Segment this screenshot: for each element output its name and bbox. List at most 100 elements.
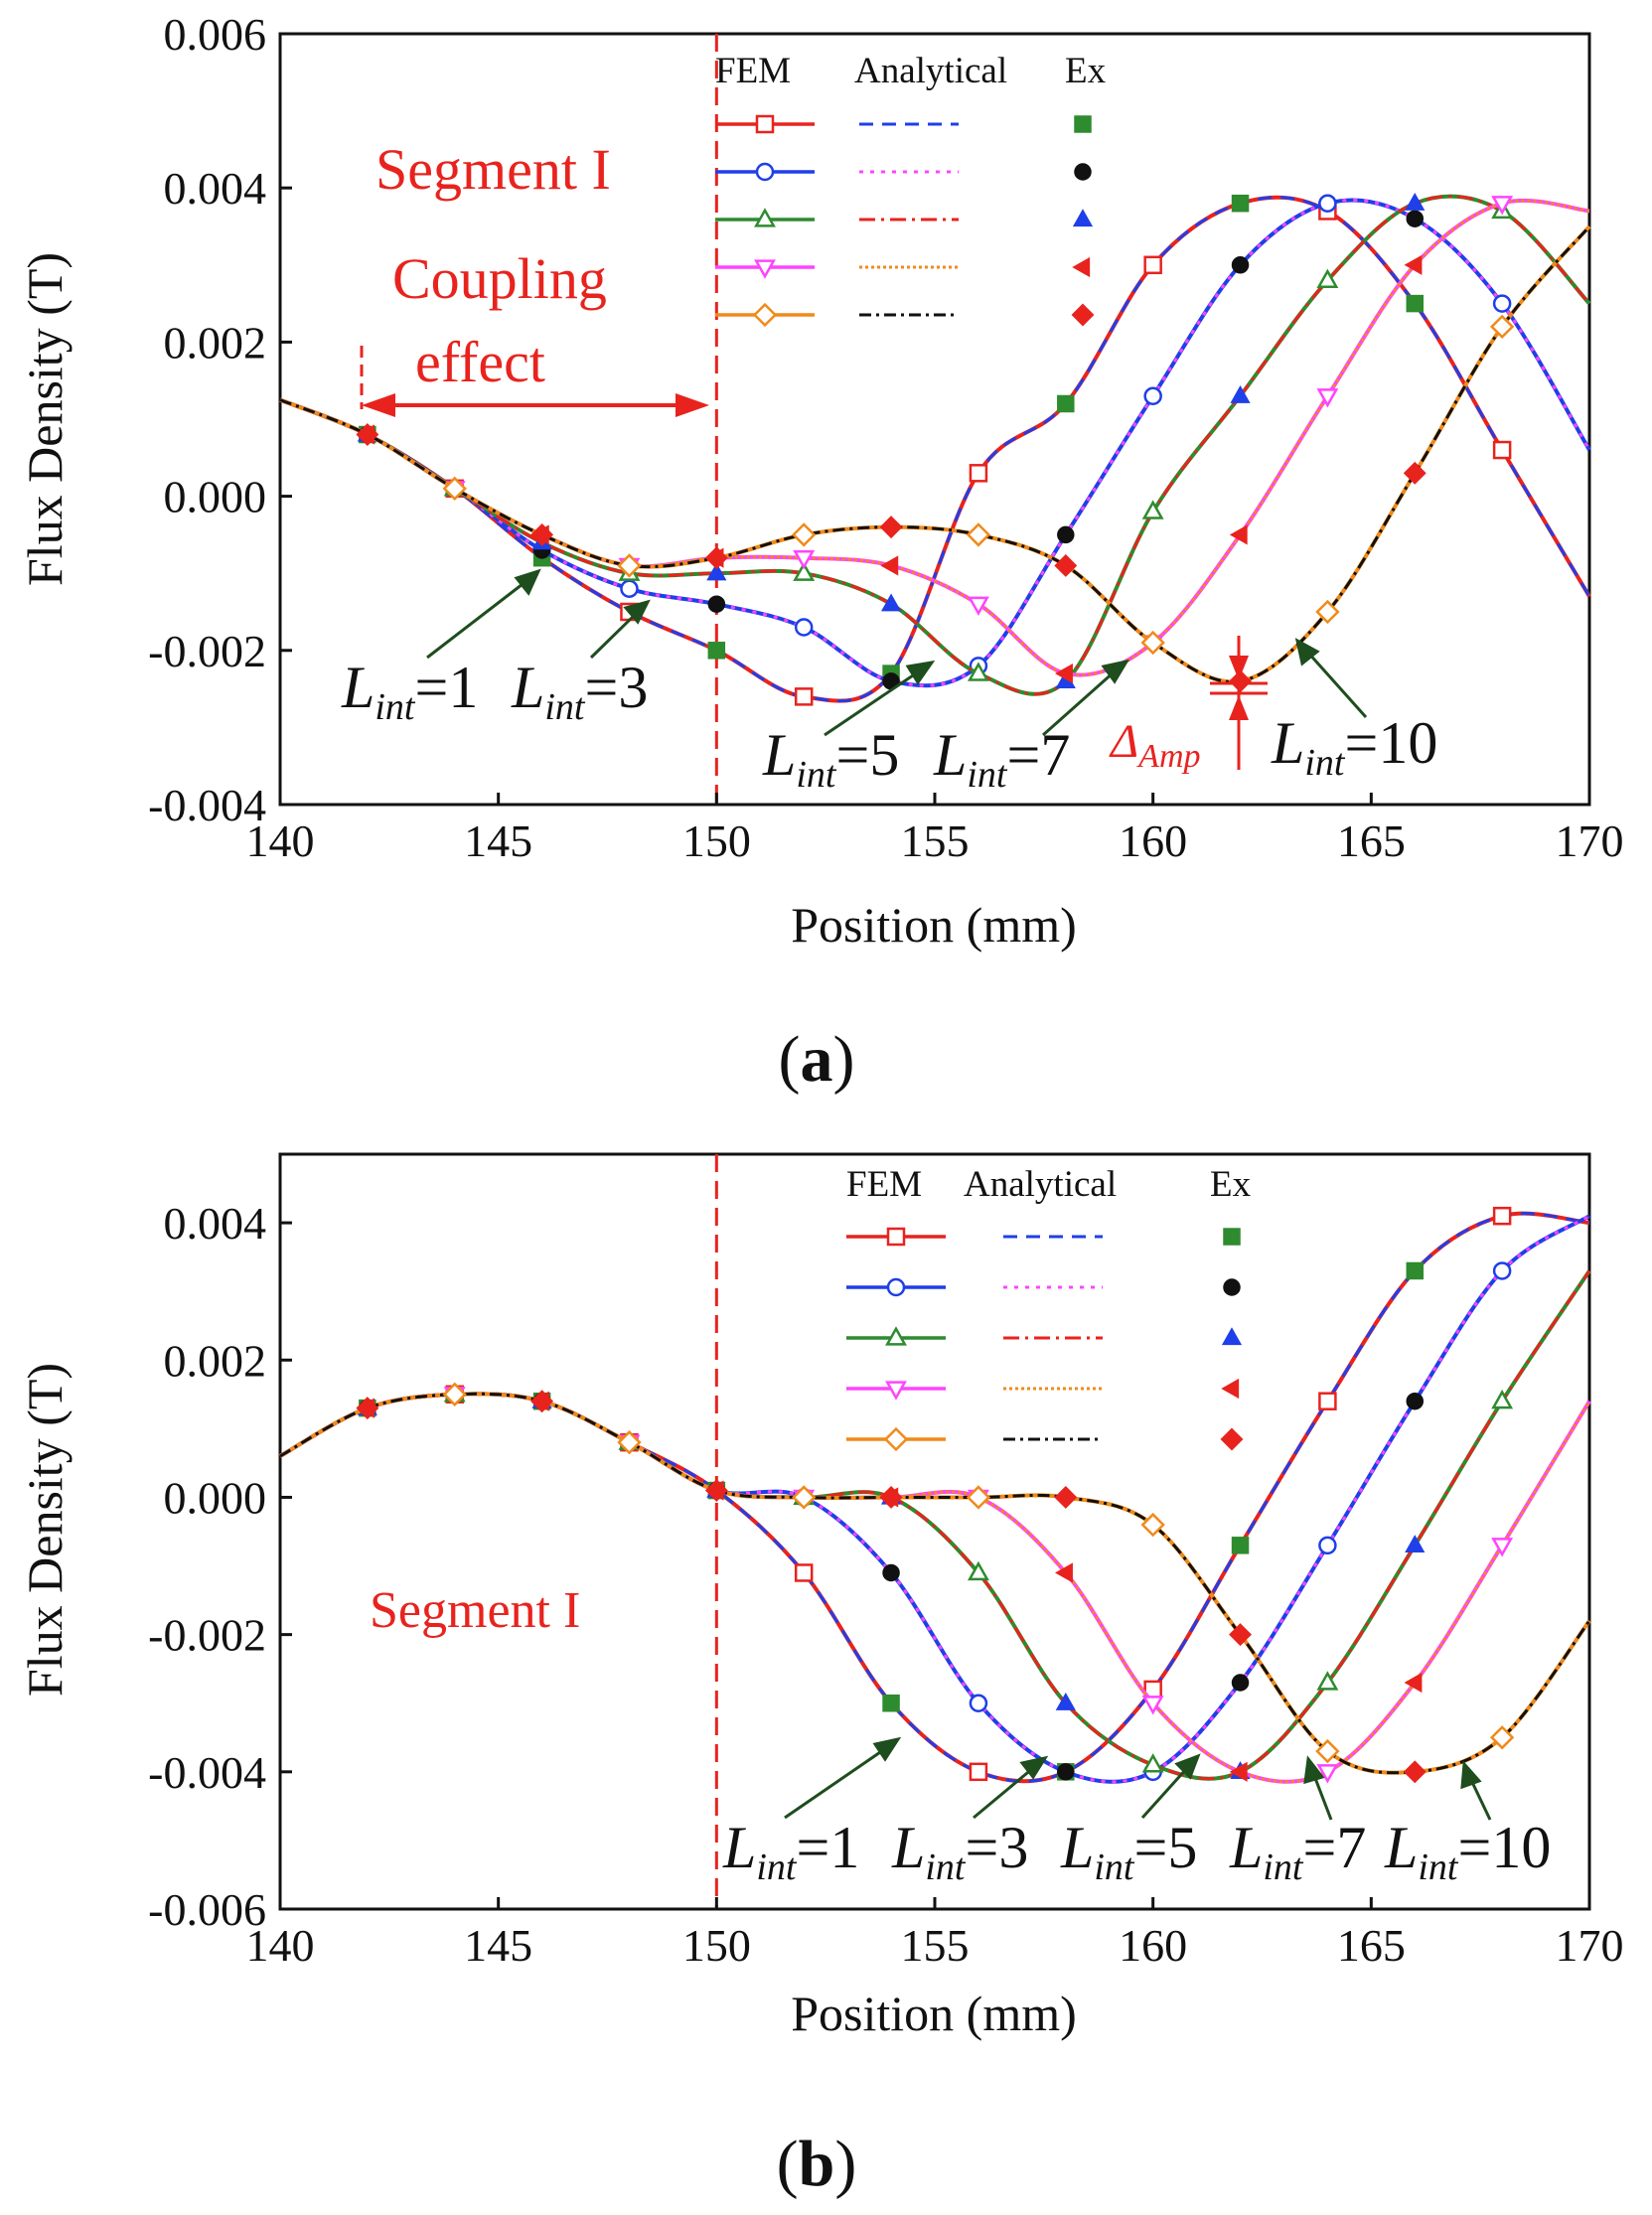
ex-marker	[1231, 256, 1250, 274]
x-tick-label: 155	[901, 815, 970, 866]
y-tick-label: 0.002	[164, 1335, 267, 1386]
fem-marker	[793, 550, 816, 570]
ex-marker	[704, 546, 728, 570]
legend-ex-marker	[1071, 303, 1095, 327]
coupling-label-line2: effect	[415, 330, 545, 394]
fem-marker	[620, 579, 639, 598]
fem-marker	[1141, 500, 1164, 519]
ex-marker	[1404, 1672, 1423, 1694]
x-tick-label: 155	[901, 1920, 970, 1971]
legend-ex-marker	[1072, 256, 1091, 278]
fem-marker	[792, 522, 817, 547]
legend-b-ex-header: Ex	[1210, 1164, 1252, 1205]
lint-label-b-10: Lint=10	[1384, 1815, 1551, 1888]
ex-marker	[1406, 210, 1425, 227]
legend-a-analytical-header: Analytical	[854, 51, 1007, 91]
fem-marker	[617, 553, 642, 578]
lint-label-b-3: Lint=3	[891, 1815, 1028, 1888]
fem-marker	[1318, 1536, 1337, 1555]
x-tick-label: 170	[1556, 815, 1624, 866]
y-tick-label: 0.004	[164, 163, 267, 214]
legend-row-Lint=5	[715, 208, 1094, 227]
legend-row-Lint=5	[846, 1326, 1243, 1346]
ex-marker	[880, 555, 899, 576]
analytical-line	[279, 225, 1591, 684]
fem-marker	[794, 618, 814, 637]
fem-marker	[1492, 1261, 1512, 1280]
fem-marker	[1492, 294, 1512, 313]
ex-marker	[879, 1485, 903, 1509]
fem-marker	[1140, 630, 1165, 656]
legend-row-Lint=3	[846, 1277, 1241, 1297]
y-tick-label: -0.006	[148, 1884, 266, 1935]
legend-fem-marker	[755, 162, 775, 182]
legend-ex-marker	[1072, 209, 1094, 227]
lint-label-a-7: Lint=7	[933, 722, 1070, 796]
ex-marker	[1054, 553, 1078, 577]
ex-marker	[1055, 1562, 1073, 1583]
x-tick-label: 160	[1119, 1920, 1187, 1971]
ex-marker	[1229, 669, 1252, 693]
legend-ex-marker	[1074, 115, 1092, 133]
legend-row-Lint=3	[715, 162, 1092, 182]
fem-marker	[969, 1762, 988, 1782]
fem-marker	[442, 476, 467, 502]
ex-marker	[1057, 394, 1075, 413]
fem-marker	[1140, 1512, 1165, 1538]
x-tick-label: 140	[246, 1920, 315, 1971]
ex-marker	[1405, 192, 1426, 211]
delta-amp-marker	[1210, 636, 1268, 770]
legend-row-Lint=7	[846, 1378, 1240, 1401]
panel-b: 140 145 150 155 160 165 170 -0.006 -0.004 -0.002 0…	[17, 1152, 1624, 2200]
fem-marker	[1318, 194, 1337, 213]
ex-marker	[1406, 1392, 1425, 1410]
pointer-arrows-b	[784, 1736, 1492, 1821]
fem-marker	[1492, 1206, 1512, 1226]
legend-ex-marker	[1221, 1327, 1243, 1346]
ex-marker	[1057, 525, 1075, 544]
x-axis-label-b: Position (mm)	[791, 1986, 1077, 2041]
ex-marker	[1406, 1261, 1425, 1280]
ex-marker	[1057, 1763, 1075, 1781]
legend-b: FEM Analytical Ex	[846, 1164, 1252, 1452]
fem-marker	[1489, 314, 1515, 340]
fem-marker	[617, 1430, 642, 1455]
ex-marker	[1229, 1623, 1252, 1647]
caption-b: (b)	[777, 2128, 857, 2200]
legend-row-Lint=7	[715, 256, 1091, 279]
legend-fem-marker	[883, 1426, 909, 1452]
ex-marker	[1229, 524, 1248, 545]
fem-marker	[1489, 1725, 1515, 1750]
fem-marker	[969, 464, 988, 483]
legend-b-fem-header: FEM	[846, 1164, 922, 1205]
coupling-arrow	[360, 346, 709, 417]
y-tick-label: 0.006	[164, 9, 267, 60]
fem-line	[279, 1392, 1591, 1775]
ex-marker	[882, 1563, 900, 1582]
legend-ex-marker	[1221, 1378, 1240, 1400]
y-tick-label: 0.000	[164, 472, 267, 522]
legend-a-ex-header: Ex	[1065, 51, 1107, 91]
fem-marker	[793, 561, 816, 581]
fem-marker	[1316, 1671, 1339, 1691]
ex-marker	[704, 1479, 728, 1503]
x-tick-label: 170	[1556, 1920, 1624, 1971]
y-axis-label-a: Flux Density (T)	[17, 252, 73, 586]
ex-marker	[879, 516, 903, 539]
fem-marker	[1491, 196, 1514, 216]
x-axis-label-a: Position (mm)	[791, 897, 1077, 953]
lint-label-b-1: Lint=1	[722, 1815, 859, 1888]
x-tick-label: 165	[1337, 1920, 1406, 1971]
series-Lint=10	[279, 224, 1591, 693]
x-tick-label: 145	[464, 1920, 532, 1971]
fem-marker	[1143, 255, 1162, 275]
fem-marker	[794, 687, 814, 706]
plot-frame-b	[278, 1152, 1591, 1911]
x-tick-label: 140	[246, 815, 315, 866]
panel-a: 140 145 150 155 160 165 170 -0.004 -0.002 0.000 0.…	[17, 9, 1624, 1096]
legend-fem-marker	[754, 259, 776, 279]
ex-marker	[1055, 663, 1073, 684]
ex-marker	[1231, 1674, 1250, 1692]
fem-marker	[966, 1485, 991, 1510]
